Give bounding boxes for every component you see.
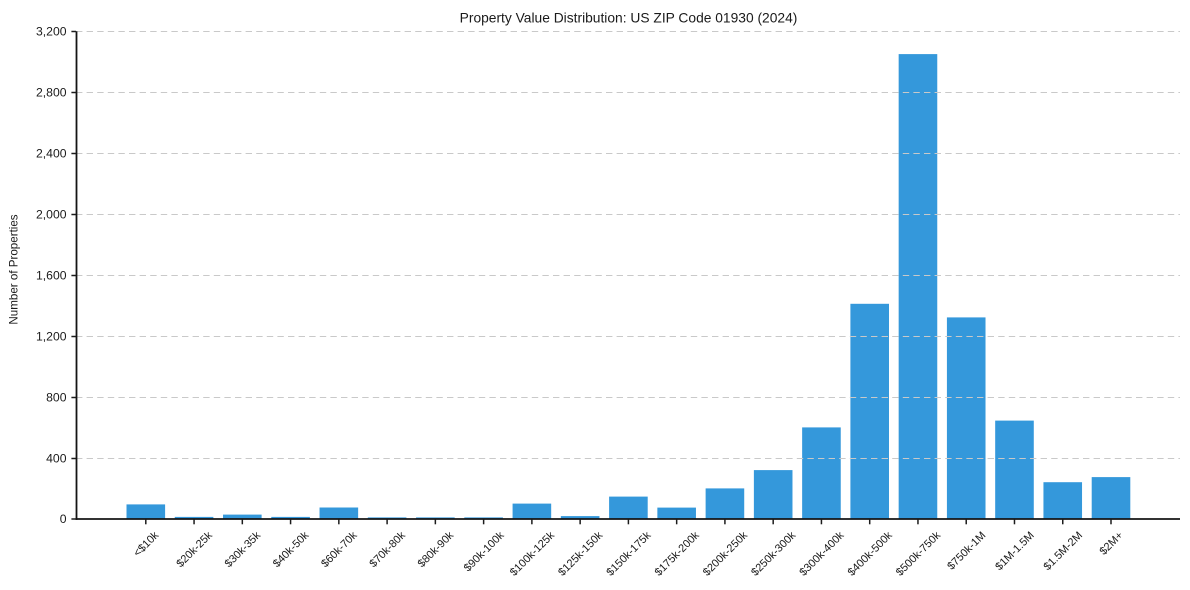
svg-text:$250k-300k: $250k-300k (749, 529, 798, 578)
svg-text:$70k-80k: $70k-80k (367, 529, 408, 570)
svg-text:$2M+: $2M+ (1097, 529, 1125, 557)
svg-text:1,600: 1,600 (36, 269, 67, 283)
svg-text:$30k-35k: $30k-35k (223, 529, 264, 570)
svg-text:$300k-400k: $300k-400k (797, 529, 846, 578)
svg-text:1,200: 1,200 (36, 330, 67, 344)
svg-text:$60k-70k: $60k-70k (319, 529, 360, 570)
svg-text:$90k-100k: $90k-100k (462, 529, 507, 574)
svg-text:2,800: 2,800 (36, 86, 67, 100)
svg-text:$175k-200k: $175k-200k (653, 529, 702, 578)
svg-text:Number of Properties: Number of Properties (7, 214, 20, 324)
svg-text:$125k-150k: $125k-150k (556, 529, 605, 578)
svg-text:$100k-125k: $100k-125k (508, 529, 557, 578)
svg-text:$1M-1.5M: $1M-1.5M (993, 529, 1037, 573)
svg-text:0: 0 (60, 512, 67, 526)
svg-text:$750k-1M: $750k-1M (945, 529, 988, 572)
svg-text:2,000: 2,000 (36, 208, 67, 222)
svg-text:$80k-90k: $80k-90k (416, 529, 457, 570)
svg-text:3,200: 3,200 (36, 25, 67, 39)
svg-text:$500k-750k: $500k-750k (894, 529, 943, 578)
svg-text:800: 800 (46, 391, 67, 405)
svg-text:$150k-175k: $150k-175k (604, 529, 653, 578)
svg-text:<$10k: <$10k (131, 529, 161, 559)
svg-text:$400k-500k: $400k-500k (846, 529, 895, 578)
svg-text:2,400: 2,400 (36, 147, 67, 161)
svg-text:$20k-25k: $20k-25k (174, 529, 215, 570)
svg-text:$1.5M-2M: $1.5M-2M (1042, 529, 1086, 573)
svg-text:$40k-50k: $40k-50k (271, 529, 312, 570)
svg-text:Property Value Distribution: U: Property Value Distribution: US ZIP Code… (460, 10, 798, 25)
svg-text:400: 400 (46, 452, 67, 466)
svg-text:$200k-250k: $200k-250k (701, 529, 750, 578)
